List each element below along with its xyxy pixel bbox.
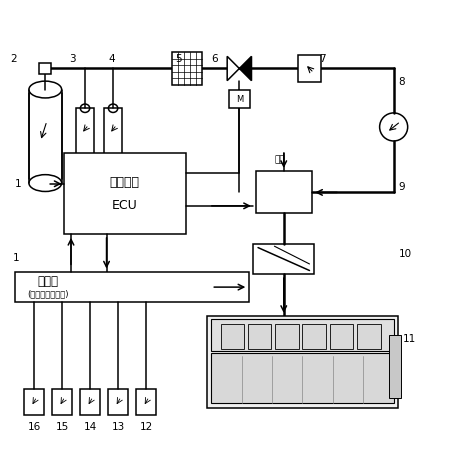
Bar bbox=[255, 171, 312, 213]
Text: 4: 4 bbox=[109, 54, 115, 64]
Bar bbox=[64, 153, 185, 234]
Text: 8: 8 bbox=[398, 77, 405, 87]
Bar bbox=[76, 108, 94, 155]
Polygon shape bbox=[227, 56, 239, 81]
Bar bbox=[254, 244, 314, 274]
Bar bbox=[109, 389, 128, 415]
Bar bbox=[229, 91, 250, 108]
Bar bbox=[389, 334, 401, 398]
Bar bbox=[248, 325, 272, 348]
Bar bbox=[137, 389, 156, 415]
Bar bbox=[211, 353, 393, 403]
Text: 7: 7 bbox=[319, 54, 326, 64]
Text: 空气: 空气 bbox=[274, 155, 285, 164]
Bar bbox=[24, 389, 44, 415]
Bar bbox=[330, 325, 353, 348]
Bar bbox=[172, 52, 202, 85]
Bar bbox=[220, 325, 244, 348]
Text: 6: 6 bbox=[211, 54, 218, 64]
Polygon shape bbox=[239, 56, 252, 81]
Text: 15: 15 bbox=[55, 422, 69, 431]
Text: 5: 5 bbox=[175, 54, 182, 64]
Bar bbox=[52, 389, 72, 415]
Text: 传感器: 传感器 bbox=[37, 275, 58, 288]
Text: 13: 13 bbox=[111, 422, 125, 431]
Bar bbox=[302, 325, 326, 348]
Text: ECU: ECU bbox=[112, 199, 137, 212]
Text: 11: 11 bbox=[403, 333, 416, 344]
Bar bbox=[39, 63, 51, 74]
Bar bbox=[15, 272, 249, 303]
Text: 9: 9 bbox=[398, 182, 405, 192]
Text: 12: 12 bbox=[140, 422, 153, 431]
Text: 2: 2 bbox=[10, 54, 17, 64]
Bar bbox=[211, 318, 393, 351]
Text: 16: 16 bbox=[27, 422, 41, 431]
Bar bbox=[298, 55, 321, 82]
Bar bbox=[104, 108, 122, 155]
Bar bbox=[81, 389, 100, 415]
Bar bbox=[29, 90, 62, 183]
Text: M: M bbox=[236, 95, 243, 104]
Text: (测定发动机信息): (测定发动机信息) bbox=[27, 289, 68, 298]
Bar bbox=[207, 316, 398, 408]
Text: 1: 1 bbox=[12, 253, 19, 263]
Text: 10: 10 bbox=[398, 249, 411, 259]
Text: 1: 1 bbox=[15, 179, 21, 189]
Text: 3: 3 bbox=[69, 54, 75, 64]
Text: 控制单元: 控制单元 bbox=[110, 176, 140, 189]
Bar bbox=[357, 325, 381, 348]
Bar bbox=[275, 325, 299, 348]
Text: 14: 14 bbox=[83, 422, 97, 431]
